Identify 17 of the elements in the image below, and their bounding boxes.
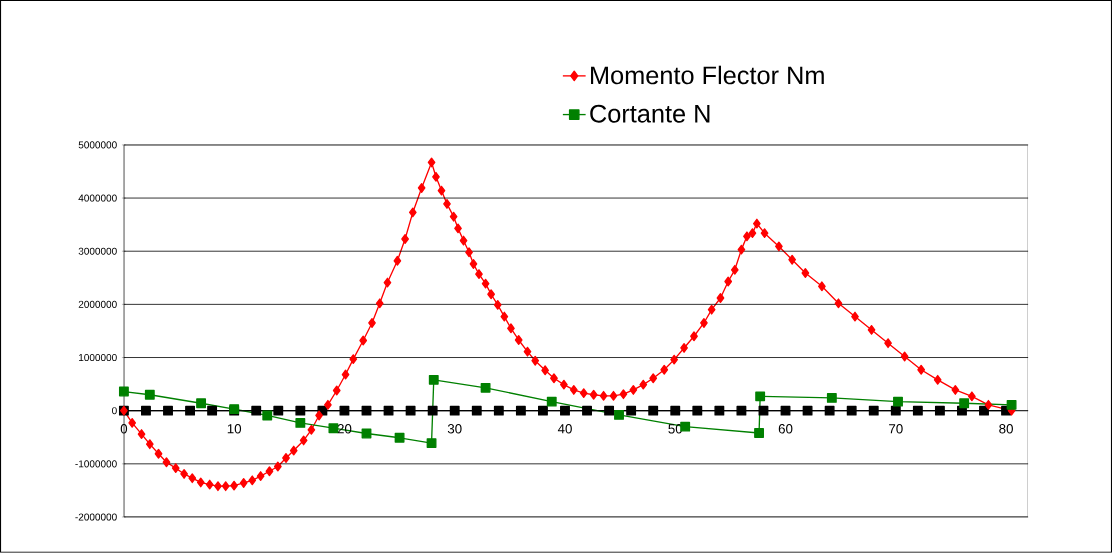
- x-tick-label: 40: [557, 424, 572, 434]
- x-tick-label: 70: [889, 424, 903, 434]
- x-tick-label: 80: [999, 424, 1013, 434]
- legend-label: Momento Flector Nm: [591, 65, 824, 85]
- y-tick-label: 2000000: [78, 300, 117, 308]
- y-tick-label: 3000000: [78, 247, 117, 255]
- x-tick-label: 30: [447, 424, 462, 434]
- y-tick-label: 0: [112, 407, 117, 415]
- y-tick-label: 1000000: [79, 354, 117, 362]
- legend-label: Cortante N: [590, 104, 710, 123]
- x-tick-label: 60: [778, 424, 793, 434]
- y-tick-label: -1000000: [75, 460, 117, 468]
- x-tick-label: 0: [120, 424, 128, 434]
- x-tick-label: 10: [227, 424, 242, 434]
- y-tick-label: 4000000: [78, 194, 117, 202]
- y-tick-label: -2000000: [75, 513, 117, 521]
- y-tick-label: 5000000: [78, 141, 117, 149]
